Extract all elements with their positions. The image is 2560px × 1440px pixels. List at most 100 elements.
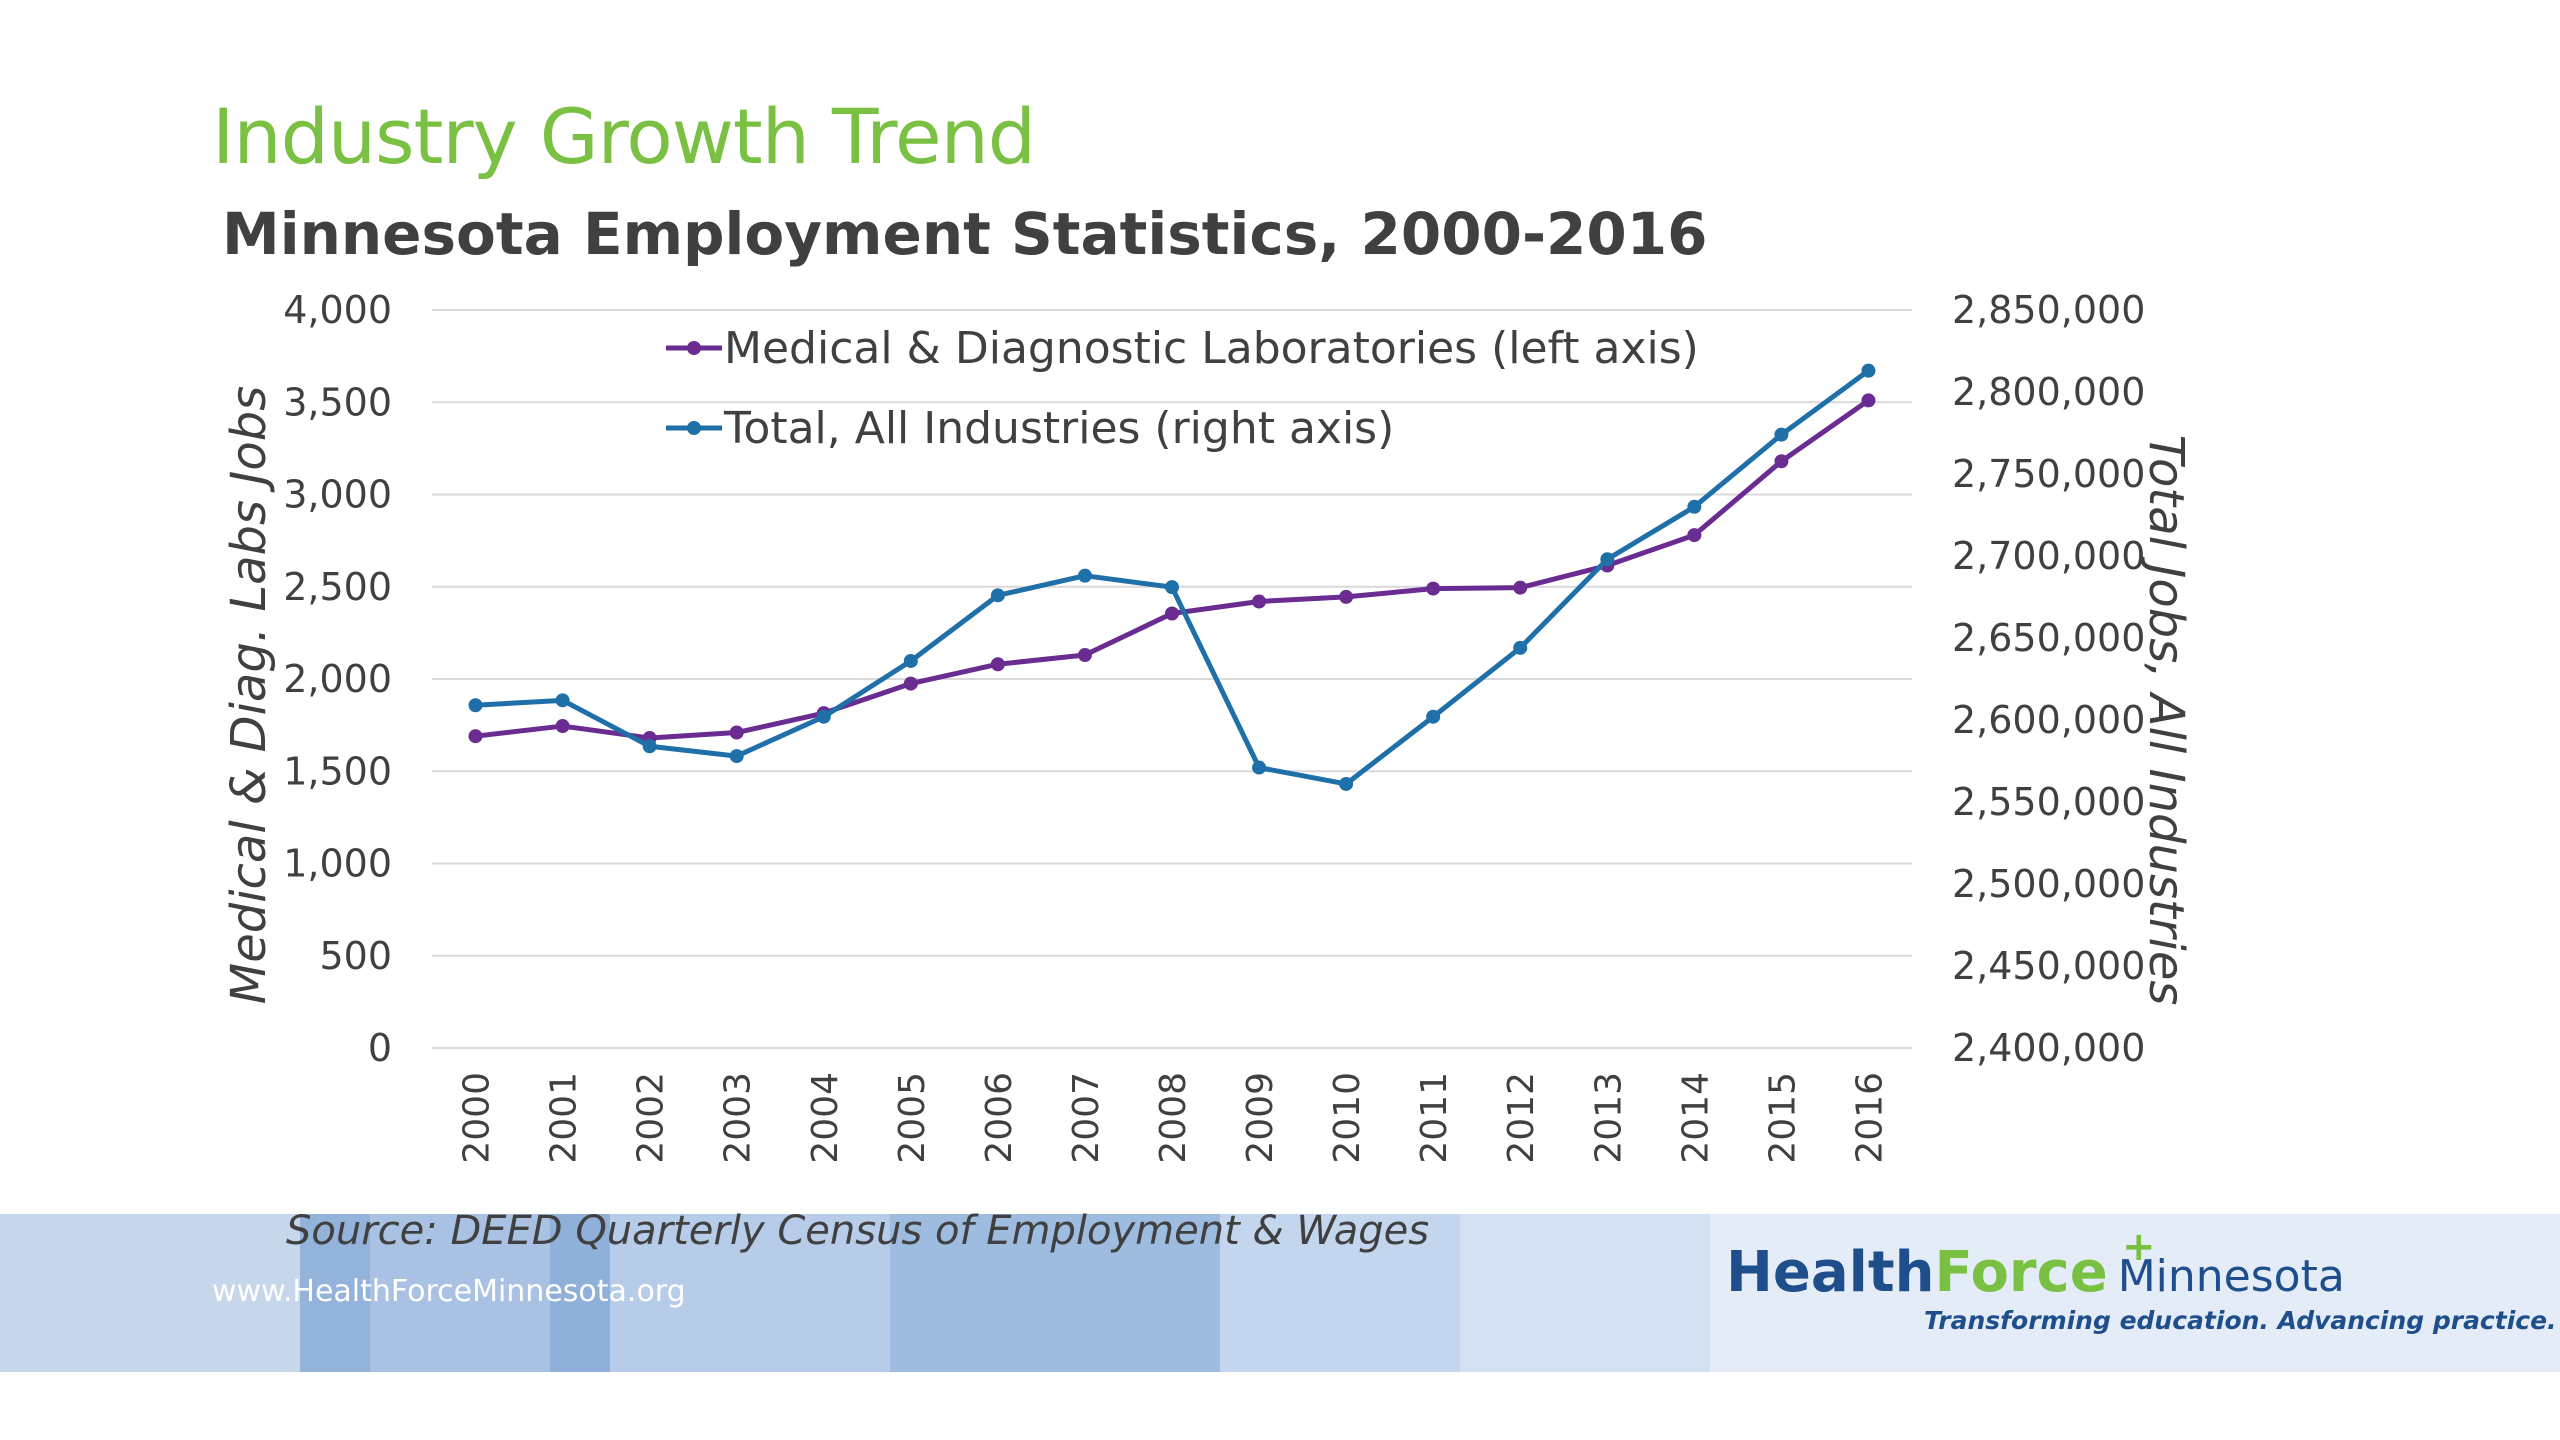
left-tick-label: 0 <box>368 1026 392 1070</box>
footer-band-segment <box>890 1214 1220 1372</box>
data-point <box>1165 580 1179 595</box>
data-point <box>990 657 1005 672</box>
data-point <box>1687 499 1702 514</box>
series-lines <box>468 363 1876 791</box>
x-tick-label: 2007 <box>1066 1072 1107 1164</box>
data-point <box>1861 363 1876 378</box>
left-tick-label: 500 <box>319 934 392 978</box>
footer-band <box>0 1214 2560 1372</box>
data-point <box>1339 589 1354 604</box>
data-point <box>1165 606 1179 621</box>
data-point <box>1687 528 1702 543</box>
footer-band-segment <box>300 1214 370 1372</box>
data-point <box>555 693 570 708</box>
x-tick-label: 2001 <box>544 1072 585 1164</box>
x-tick-label: 2000 <box>457 1072 498 1164</box>
data-point <box>468 698 483 713</box>
data-point <box>903 653 918 668</box>
right-tick-label: 2,800,000 <box>1952 370 2145 414</box>
data-point <box>1077 648 1092 663</box>
right-tick-label: 2,700,000 <box>1952 534 2145 578</box>
chart-legend: Medical & Diagnostic Laboratories (left … <box>666 323 1699 454</box>
left-tick-label: 1,000 <box>283 842 392 886</box>
x-axis-ticks: 2000 2001 2002 2003 2004 2005 2006 2007 2008 2009… <box>457 1072 1891 1164</box>
x-tick-label: 2004 <box>805 1072 846 1164</box>
x-tick-label: 2009 <box>1240 1072 1281 1164</box>
x-tick-label: 2003 <box>718 1072 759 1164</box>
data-point <box>468 729 483 744</box>
right-tick-label: 2,500,000 <box>1952 862 2145 906</box>
right-tick-label: 2,650,000 <box>1952 616 2145 660</box>
right-tick-label: 2,400,000 <box>1952 1026 2145 1070</box>
data-point <box>1252 594 1267 609</box>
x-tick-label: 2012 <box>1501 1072 1542 1164</box>
data-point <box>1861 393 1876 408</box>
left-tick-label: 4,000 <box>283 288 392 332</box>
left-tick-label: 3,500 <box>283 380 392 424</box>
data-point <box>729 725 744 740</box>
data-point <box>1077 568 1092 583</box>
footer-band-segment <box>1710 1214 2560 1372</box>
legend-swatch-marker <box>687 341 701 355</box>
data-point <box>1426 581 1441 596</box>
healthforce-logo: HealthForce Minnesota + Transforming educ… <box>1722 1224 2557 1350</box>
x-tick-label: 2013 <box>1588 1072 1629 1164</box>
data-point <box>1252 760 1267 775</box>
data-point <box>1774 454 1789 469</box>
logo-wordmark: HealthForce Minnesota <box>1726 1240 2345 1305</box>
data-point <box>1513 640 1528 655</box>
right-tick-label: 2,550,000 <box>1952 780 2145 824</box>
data-point <box>990 588 1005 603</box>
data-point <box>1426 709 1441 724</box>
logo-tagline: Transforming education. Advancing practi… <box>1924 1306 2557 1335</box>
left-tick-label: 2,500 <box>283 565 392 609</box>
footer-band-segment <box>610 1214 890 1372</box>
x-tick-label: 2016 <box>1849 1072 1890 1164</box>
x-tick-label: 2002 <box>631 1072 672 1164</box>
data-point <box>816 709 831 724</box>
x-tick-label: 2006 <box>979 1072 1020 1164</box>
logo-health-text: Health <box>1726 1240 1935 1305</box>
x-tick-label: 2010 <box>1327 1072 1368 1164</box>
right-tick-label: 2,750,000 <box>1952 452 2145 496</box>
data-point <box>1513 580 1528 595</box>
legend-label: Total, All Industries (right axis) <box>723 403 1394 454</box>
left-axis-ticks: 0 500 1,000 1,500 2,000 2,500 3,000 3,500 4,000 <box>283 288 392 1070</box>
chart-title: Minnesota Employment Statistics, 2000-20… <box>222 200 1708 268</box>
logo-force-text: Force <box>1934 1240 2108 1305</box>
left-axis-title: Medical & Diag. Labs Jobs <box>221 386 277 1004</box>
footer-band-segment <box>370 1214 550 1372</box>
data-point <box>1339 776 1354 791</box>
x-tick-label: 2015 <box>1762 1072 1803 1164</box>
left-tick-label: 1,500 <box>283 749 392 793</box>
data-point <box>1600 552 1615 567</box>
footer-band-segment <box>550 1214 610 1372</box>
x-tick-label: 2014 <box>1675 1072 1716 1164</box>
data-point <box>642 739 657 754</box>
x-tick-label: 2008 <box>1153 1072 1194 1164</box>
data-point <box>555 719 570 734</box>
legend-swatch-marker <box>687 421 701 435</box>
x-tick-label: 2011 <box>1414 1072 1455 1164</box>
left-tick-label: 3,000 <box>283 473 392 517</box>
website-link[interactable]: www.HealthForceMinnesota.org <box>212 1274 686 1309</box>
slide-heading: Industry Growth Trend <box>212 92 1036 181</box>
left-tick-label: 2,000 <box>283 657 392 701</box>
logo-minnesota-text: Minnesota <box>2117 1251 2345 1302</box>
right-axis-ticks: 2,400,000 2,450,000 2,500,000 2,550,000 2,60… <box>1952 288 2145 1070</box>
footer-band-segment <box>0 1214 300 1372</box>
data-point <box>1774 427 1789 442</box>
gridlines <box>432 309 1912 1049</box>
footer-band-segment <box>1220 1214 1460 1372</box>
data-point <box>729 749 744 764</box>
data-point <box>903 676 918 691</box>
x-tick-label: 2005 <box>892 1072 933 1164</box>
source-note: Source: DEED Quarterly Census of Employm… <box>286 1208 1430 1254</box>
right-tick-label: 2,450,000 <box>1952 944 2145 988</box>
footer-band-segment <box>1460 1214 1710 1372</box>
right-tick-label: 2,850,000 <box>1952 288 2145 332</box>
logo-plus-icon: + <box>2122 1224 2156 1270</box>
right-axis-title: Total Jobs, All Industries <box>2138 435 2194 1006</box>
